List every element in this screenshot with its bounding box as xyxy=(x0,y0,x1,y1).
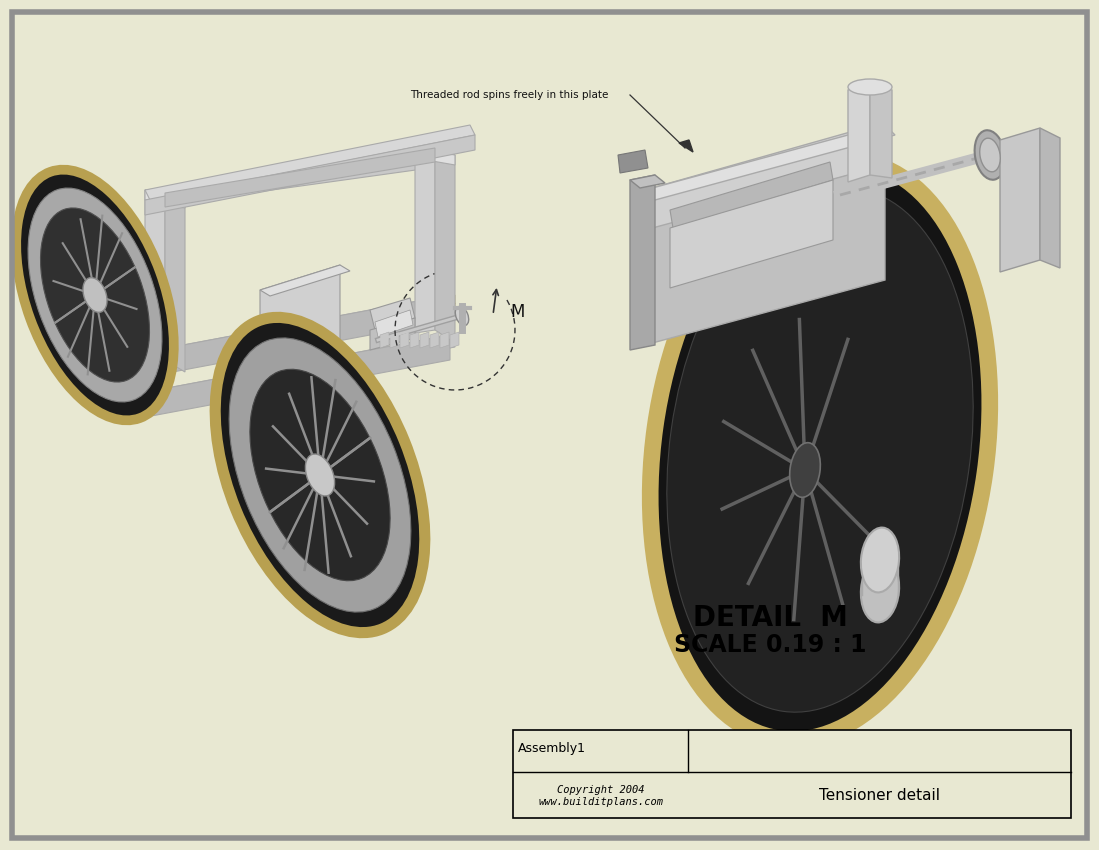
Polygon shape xyxy=(145,135,475,215)
Text: Copyright 2004
www.builditplans.com: Copyright 2004 www.builditplans.com xyxy=(539,785,664,807)
Polygon shape xyxy=(435,145,455,343)
Polygon shape xyxy=(390,332,399,348)
Polygon shape xyxy=(400,332,409,348)
Polygon shape xyxy=(670,162,833,228)
Ellipse shape xyxy=(667,188,973,712)
Ellipse shape xyxy=(217,319,424,632)
Polygon shape xyxy=(165,188,185,372)
Polygon shape xyxy=(415,148,455,165)
Text: DETAIL  M: DETAIL M xyxy=(692,604,847,632)
Polygon shape xyxy=(420,332,429,348)
Polygon shape xyxy=(260,265,340,365)
Polygon shape xyxy=(645,125,895,200)
Text: Threaded rod spins freely in this plate: Threaded rod spins freely in this plate xyxy=(410,90,609,100)
Ellipse shape xyxy=(975,130,1006,179)
Polygon shape xyxy=(130,335,455,407)
Polygon shape xyxy=(1000,128,1040,272)
Polygon shape xyxy=(145,188,165,362)
Bar xyxy=(513,730,1072,818)
Polygon shape xyxy=(145,190,185,208)
Polygon shape xyxy=(149,160,449,207)
Ellipse shape xyxy=(82,278,107,312)
Polygon shape xyxy=(110,303,455,381)
Ellipse shape xyxy=(306,454,334,496)
Polygon shape xyxy=(165,148,435,207)
Polygon shape xyxy=(410,332,419,348)
Ellipse shape xyxy=(790,443,820,497)
Polygon shape xyxy=(110,295,455,371)
Polygon shape xyxy=(260,265,349,296)
Ellipse shape xyxy=(848,79,892,95)
Polygon shape xyxy=(380,332,389,348)
Ellipse shape xyxy=(861,528,899,592)
Ellipse shape xyxy=(249,369,390,581)
Polygon shape xyxy=(449,332,459,348)
Polygon shape xyxy=(440,332,449,348)
Ellipse shape xyxy=(18,171,173,419)
Text: M: M xyxy=(510,303,524,321)
Ellipse shape xyxy=(229,338,411,612)
Polygon shape xyxy=(630,175,655,350)
Polygon shape xyxy=(370,298,415,330)
Ellipse shape xyxy=(455,307,468,326)
Text: Assembly1: Assembly1 xyxy=(518,742,586,755)
Text: Tensioner detail: Tensioner detail xyxy=(819,789,940,803)
Polygon shape xyxy=(618,150,648,173)
Polygon shape xyxy=(130,295,455,367)
Polygon shape xyxy=(430,332,439,348)
Ellipse shape xyxy=(861,558,899,622)
Polygon shape xyxy=(630,175,665,188)
Polygon shape xyxy=(870,83,892,178)
Polygon shape xyxy=(370,318,415,350)
Polygon shape xyxy=(645,165,885,345)
Polygon shape xyxy=(375,310,413,337)
Polygon shape xyxy=(145,125,475,200)
Ellipse shape xyxy=(979,139,1000,172)
Polygon shape xyxy=(645,125,885,230)
Polygon shape xyxy=(670,180,833,288)
Ellipse shape xyxy=(29,188,162,402)
Polygon shape xyxy=(130,295,449,380)
Polygon shape xyxy=(848,83,870,182)
Ellipse shape xyxy=(652,162,988,738)
Ellipse shape xyxy=(41,208,149,382)
Polygon shape xyxy=(130,335,449,420)
Text: SCALE 0.19 : 1: SCALE 0.19 : 1 xyxy=(674,633,866,657)
Polygon shape xyxy=(1040,128,1061,268)
Polygon shape xyxy=(415,145,435,333)
Polygon shape xyxy=(679,140,693,152)
